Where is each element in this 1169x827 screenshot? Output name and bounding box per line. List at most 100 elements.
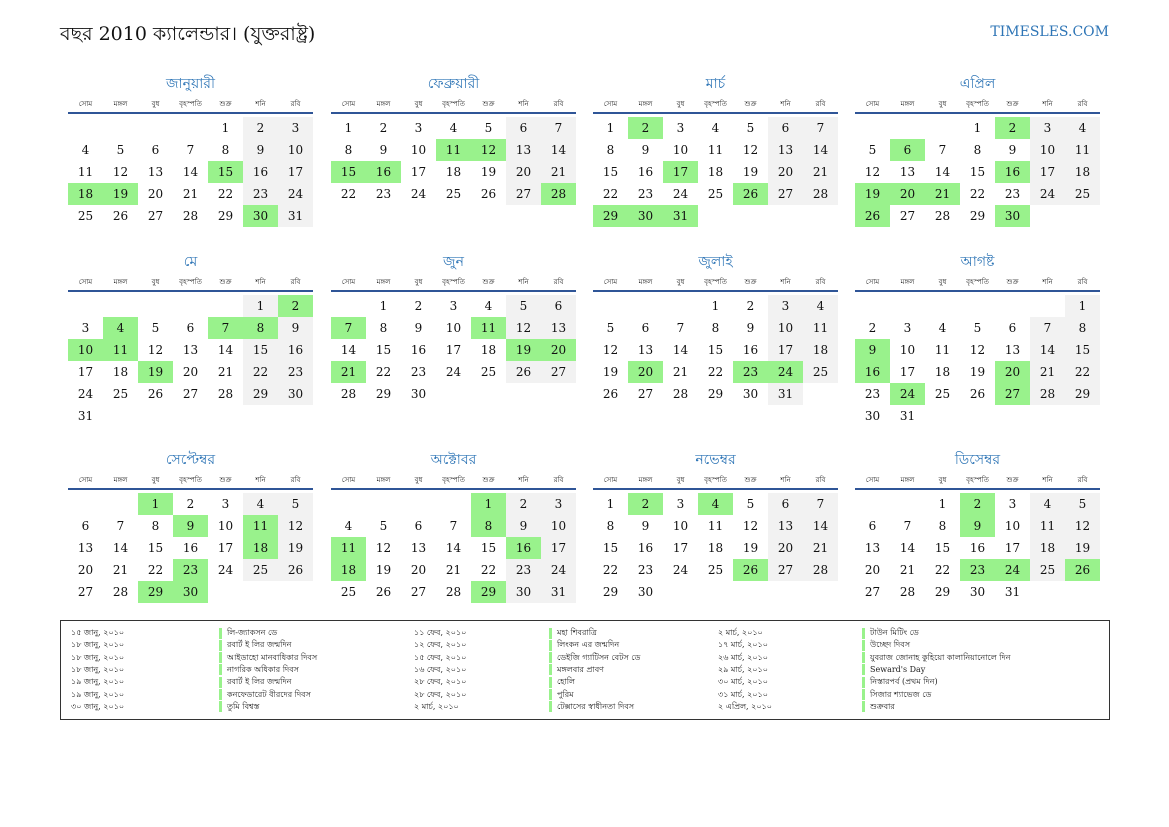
holiday-marker <box>862 627 865 639</box>
day-cell: 27 <box>182 387 199 401</box>
holiday-date: ১১ ফেব, ২০১০ <box>414 628 467 637</box>
holiday-day-cell: 1 <box>471 493 506 515</box>
site-link[interactable]: TIMESLES.COM <box>990 24 1109 40</box>
day-cell: 6 <box>151 143 160 157</box>
holiday-day-cell: 7 <box>208 317 243 339</box>
day-cell: 12 <box>1065 515 1100 537</box>
weekday-header: সোম মঙ্গল বুধ বৃহস্পতি শুক্র শনি রবি <box>593 274 838 292</box>
holiday-name: যুবরাজ জোনাহ কুহিয়ো কালানিয়ানোলে দিন <box>870 652 1011 662</box>
day-cell: 2 <box>746 299 755 313</box>
day-cell: 13 <box>899 165 916 179</box>
holiday-day-cell: 21 <box>331 361 366 383</box>
day-cell: 18 <box>1065 161 1100 183</box>
empty-cell <box>103 295 138 317</box>
day-cell: 5 <box>606 321 615 335</box>
empty-cell <box>855 295 890 317</box>
holiday-day-cell: 11 <box>103 339 138 361</box>
weekday-label: সোম <box>603 278 618 286</box>
month-name: ফেব্রুয়ারী <box>427 76 480 92</box>
weekday-label: মঙ্গল <box>113 100 128 108</box>
day-cell: 22 <box>969 187 986 201</box>
month-name: সেপ্টেম্বর <box>165 452 216 468</box>
empty-cell <box>855 117 890 139</box>
weekday-label: সোম <box>865 476 880 484</box>
day-cell: 27 <box>637 387 654 401</box>
weekday-label: বৃহস্পতি <box>442 100 465 108</box>
holiday-day-cell: 24 <box>768 361 803 383</box>
day-cell: 5 <box>973 321 982 335</box>
day-cell: 23 <box>637 187 654 201</box>
holiday-name: কনফেডারেট বীরদের দিবস <box>227 689 311 699</box>
holiday-day-cell: 15 <box>208 161 243 183</box>
day-grid: 1 2 3 4 5 6 7 8 9 10 11 12 13 14 15 16 17 18 19 20 21 22 23 24 2… <box>855 117 1100 227</box>
holiday-day-cell: 2 <box>995 117 1030 139</box>
weekday-label: শনি <box>518 476 529 484</box>
day-cell: 21 <box>803 161 838 183</box>
weekday-label: সোম <box>341 278 356 286</box>
day-cell: 19 <box>742 165 759 179</box>
day-cell: 3 <box>414 121 423 135</box>
day-cell: 24 <box>541 559 576 581</box>
holiday-name: আইডাহো মানবাধিকার দিবস <box>227 652 318 662</box>
day-cell: 7 <box>803 117 838 139</box>
holiday-day-cell: 26 <box>733 559 768 581</box>
weekday-header: সোম মঙ্গল বুধ বৃহস্পতি শুক্র শনি রবি <box>855 472 1100 490</box>
holiday-date: ২ মার্চ, ২০১০ <box>414 701 459 711</box>
day-cell: 16 <box>637 165 654 179</box>
empty-cell <box>890 295 925 317</box>
holiday-day-cell: 4 <box>103 317 138 339</box>
day-cell: 20 <box>506 161 541 183</box>
day-cell: 15 <box>934 541 951 555</box>
day-cell: 12 <box>278 515 313 537</box>
day-cell: 25 <box>445 187 462 201</box>
empty-cell <box>173 295 208 317</box>
day-cell: 6 <box>81 519 90 533</box>
weekday-label: শনি <box>255 100 266 108</box>
day-cell: 7 <box>541 117 576 139</box>
holiday-day-cell: 20 <box>995 361 1030 383</box>
day-cell: 25 <box>480 365 497 379</box>
day-cell: 18 <box>112 365 129 379</box>
day-cell: 17 <box>672 541 689 555</box>
weekday-header: সোম মঙ্গল বুধ বৃহস্পতি শুক্র শনি রবি <box>331 274 576 292</box>
day-cell: 30 <box>742 387 759 401</box>
holiday-name: নাগরিক অধিকার দিবস <box>227 664 299 674</box>
day-cell: 24 <box>217 563 234 577</box>
holiday-day-cell: 12 <box>471 139 506 161</box>
day-cell: 9 <box>243 139 278 161</box>
weekday-label: শুক্র <box>219 100 232 108</box>
day-cell: 9 <box>641 143 650 157</box>
day-cell: 17 <box>410 165 427 179</box>
holiday-marker <box>549 664 552 676</box>
weekday-label: বুধ <box>414 278 423 286</box>
day-cell: 25 <box>77 209 94 223</box>
holiday-day-cell: 18 <box>331 559 366 581</box>
day-cell: 1 <box>606 497 615 511</box>
day-cell: 18 <box>934 365 951 379</box>
holiday-marker <box>862 664 865 676</box>
month-10: অক্টোবর সোম মঙ্গল বুধ বৃহস্পতি শুক্র শনি রবি 1 2 3… <box>331 448 576 603</box>
weekday-label: শুক্র <box>744 278 757 286</box>
holiday-name: ডেইজি গ্যাটিসন বেটস ডে <box>557 652 641 662</box>
holiday-name: মহা শিবরাত্রি <box>557 628 597 637</box>
weekday-label: বুধ <box>938 476 947 484</box>
day-cell: 2 <box>186 497 195 511</box>
empty-cell <box>208 295 243 317</box>
weekday-label: শনি <box>780 278 791 286</box>
holiday-date: ২ মার্চ, ২০১০ <box>718 628 763 637</box>
weekday-label: বৃহস্পতি <box>442 278 465 286</box>
holiday-day-cell: 11 <box>471 317 506 339</box>
page-title: বছর 2010 ক্যালেন্ডার। (যুক্তরাষ্ট্র) <box>60 23 316 45</box>
day-cell: 4 <box>803 295 838 317</box>
empty-cell <box>995 295 1030 317</box>
day-cell: 10 <box>768 317 803 339</box>
day-cell: 14 <box>934 165 951 179</box>
day-cell: 8 <box>1065 317 1100 339</box>
holiday-day-cell: 10 <box>68 339 103 361</box>
weekday-label: বৃহস্পতি <box>704 476 727 484</box>
day-cell: 28 <box>217 387 234 401</box>
day-cell: 30 <box>864 409 881 423</box>
day-cell: 6 <box>186 321 195 335</box>
day-cell: 13 <box>768 515 803 537</box>
day-cell: 7 <box>449 519 458 533</box>
